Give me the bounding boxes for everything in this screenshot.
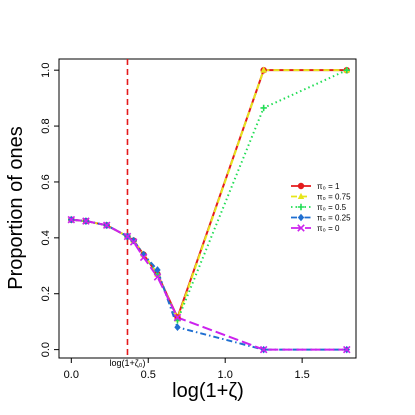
y-tick-label: 1.0 (40, 63, 52, 78)
plot-frame (58, 58, 357, 359)
x-axis: 0.0 0.5 1.0 1.5 (64, 358, 310, 381)
y-tick-label: 0.4 (40, 230, 52, 245)
series-point-2 (260, 104, 267, 112)
legend-label-2: π₀ = 0.5 (317, 203, 347, 212)
series-line-0 (71, 69, 347, 321)
series-point-4 (139, 253, 148, 262)
x-tick-label: 1.0 (218, 369, 233, 381)
x-tick-label: 1.5 (294, 369, 309, 381)
series-line-4 (71, 218, 347, 351)
series-point-4 (173, 313, 182, 322)
series-lines (71, 69, 348, 351)
series-point-4 (129, 238, 138, 246)
legend-label-4: π₀ = 0 (317, 224, 340, 233)
legend-marker-3 (297, 213, 305, 222)
y-tick-label: 0.6 (40, 174, 52, 189)
y-tick-label: 0.2 (40, 286, 52, 301)
series-point-4 (343, 345, 351, 354)
legend-label-0: π₀ = 1 (317, 182, 340, 191)
x-axis-label: log(1+ζ) (172, 380, 244, 402)
series-point-4 (259, 345, 268, 354)
reference-line-label: log(1+ζ₀) (109, 358, 145, 368)
series-point-4 (123, 232, 132, 241)
series-line-2 (71, 69, 348, 323)
legend-label-3: π₀ = 0.25 (317, 214, 351, 223)
series-point-4 (82, 217, 90, 225)
x-tick-label: 0.0 (64, 369, 79, 381)
series-point-1 (260, 66, 267, 73)
legend-marker-4 (297, 224, 305, 232)
series-point-4 (67, 215, 76, 224)
series-point-3 (154, 266, 161, 274)
legend-marker-1 (297, 192, 305, 200)
y-axis-label: Proportion of ones (5, 126, 27, 289)
y-tick-label: 0.8 (40, 118, 52, 133)
series-point-4 (153, 273, 162, 281)
legend-label-1: π₀ = 0.75 (317, 193, 351, 202)
y-tick-label: 0.0 (40, 342, 52, 357)
series-line-1 (71, 69, 347, 322)
series-point-2 (343, 66, 350, 74)
legend-marker-0 (297, 182, 305, 190)
series-point-3 (174, 323, 181, 332)
series-point-4 (102, 221, 111, 230)
legend-marker-2 (297, 203, 305, 211)
series-markers (67, 66, 351, 354)
y-axis: 0.0 0.2 0.4 0.6 0.8 1.0 (40, 63, 59, 357)
x-tick-label: 0.5 (141, 369, 156, 381)
